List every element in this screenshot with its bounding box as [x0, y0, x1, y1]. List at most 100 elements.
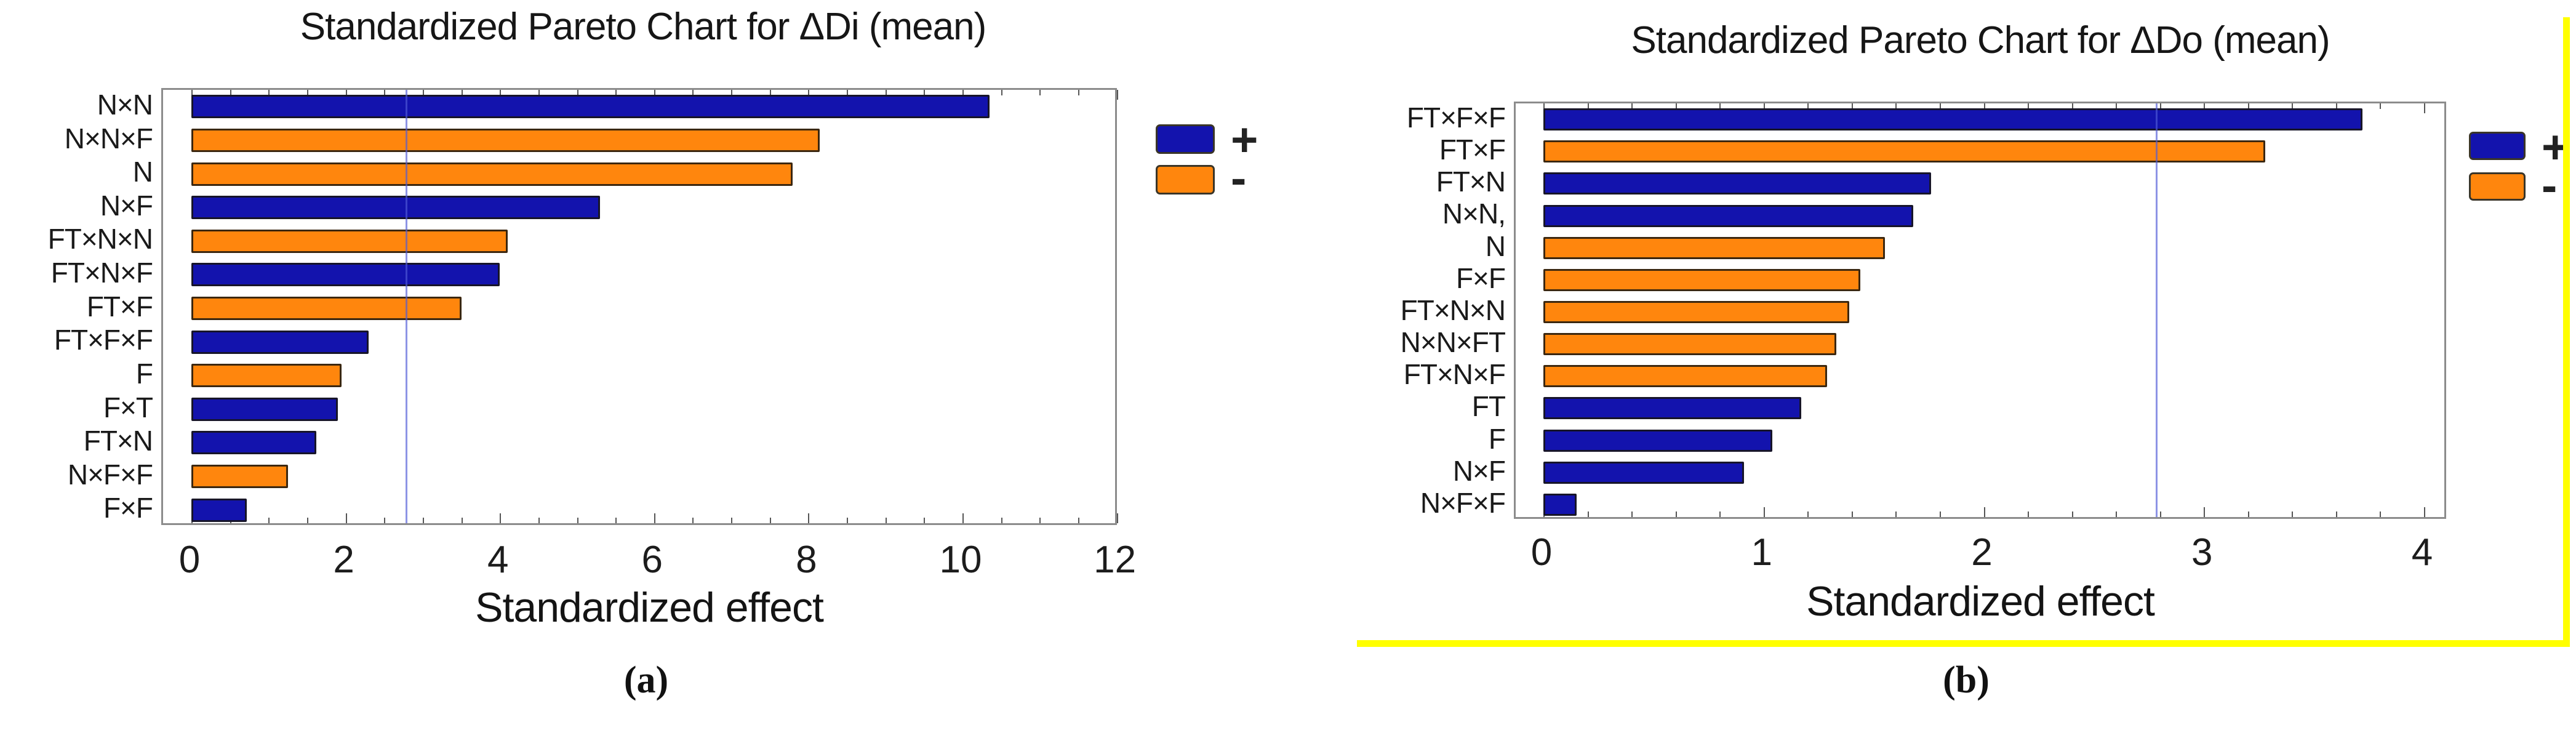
category-label: FT×N×F [50, 257, 153, 289]
bar-FT×N×N [1543, 301, 1850, 323]
axis-tick [500, 90, 502, 100]
axis-tick [654, 513, 655, 523]
axis-tick [1116, 513, 1118, 523]
bar-F×T [191, 397, 338, 421]
axis-tick [461, 518, 463, 523]
category-label: N [132, 156, 153, 188]
category-label: F×F [1455, 262, 1506, 294]
category-label: N×F [100, 189, 153, 222]
axis-tick [2071, 103, 2073, 109]
axis-tick [731, 518, 733, 523]
x-tick-label: 0 [1530, 531, 1553, 574]
axis-tick [1675, 511, 1677, 517]
bar-N×F×F [191, 465, 288, 489]
axis-tick [924, 518, 926, 523]
category-label: FT×F×F [54, 324, 153, 356]
bar-F [1543, 429, 1773, 452]
axis-tick [384, 518, 386, 523]
x-tick-label: 2 [1971, 531, 1993, 574]
axis-tick [1895, 103, 1897, 109]
axis-tick [2292, 103, 2294, 109]
axis-tick [2159, 511, 2161, 517]
bar-F×F [1543, 268, 1861, 291]
bar-FT×F [191, 297, 462, 320]
axis-tick [1851, 103, 1853, 109]
axis-tick [692, 90, 694, 95]
axis-tick [500, 513, 502, 523]
category-label: FT×F×F [1406, 102, 1506, 134]
axis-tick [2335, 511, 2337, 517]
axis-tick [384, 90, 386, 95]
plot-area-b [1514, 102, 2446, 519]
bar-N×F [191, 196, 601, 220]
axis-tick [577, 90, 578, 95]
category-label: FT×N [83, 425, 153, 457]
axis-tick [268, 518, 270, 523]
axis-tick [962, 90, 964, 100]
subfigure-caption-b: (b) [1943, 659, 1990, 701]
bar-F×F [191, 498, 247, 522]
x-tick-label: 4 [2411, 531, 2433, 574]
axis-tick [1851, 511, 1853, 517]
bar-N×N, [1543, 204, 1914, 227]
bar-N×N×FT [1543, 333, 1836, 356]
bar-N×F×F [1543, 493, 1577, 516]
axis-tick [2028, 511, 2030, 517]
axis-tick [808, 513, 810, 523]
bar-N×F [1543, 461, 1744, 484]
axis-tick [1078, 90, 1079, 95]
axis-tick [2204, 103, 2206, 113]
x-axis-title-a: Standardized effect [475, 584, 824, 631]
axis-tick [1675, 103, 1677, 109]
axis-tick [2380, 103, 2382, 109]
axis-tick [2247, 103, 2249, 109]
axis-tick [268, 90, 270, 95]
axis-tick [2292, 511, 2294, 517]
axis-tick [1039, 90, 1041, 95]
bar-FT×F×F [1543, 108, 2362, 131]
category-label: FT [1471, 390, 1506, 423]
x-tick-label: 2 [333, 539, 354, 581]
chart-title-b: Standardized Pareto Chart for ΔDo (mean) [1631, 19, 2330, 62]
axis-tick [538, 518, 540, 523]
category-label: FT×N [1436, 166, 1506, 198]
category-label: N×F [1452, 454, 1506, 487]
legend-positive-label-a: + [1231, 114, 1258, 166]
axis-tick [2159, 103, 2161, 109]
axis-tick [306, 518, 308, 523]
x-tick-label: 0 [178, 539, 201, 581]
axis-tick [422, 90, 424, 95]
x-tick-label: 4 [487, 539, 509, 581]
significance-reference-line [2155, 103, 2158, 517]
bar-F [191, 364, 342, 388]
axis-tick [306, 90, 308, 95]
bar-N [191, 162, 793, 186]
axis-tick [345, 513, 347, 523]
axis-tick [2424, 103, 2425, 113]
axis-tick [422, 518, 424, 523]
axis-tick [847, 518, 849, 523]
category-label: N×N, [1442, 198, 1506, 230]
axis-tick [1763, 507, 1765, 517]
axis-tick [654, 90, 655, 100]
bar-FT×F×F [191, 330, 369, 354]
bar-N×N [191, 95, 990, 119]
x-tick-label: 10 [939, 539, 982, 581]
axis-tick [2071, 511, 2073, 517]
category-label: F×T [103, 391, 153, 423]
axis-tick [461, 90, 463, 95]
category-label: N [1485, 230, 1506, 262]
axis-tick [2424, 507, 2425, 517]
bar-FT×N×F [1543, 365, 1828, 388]
axis-tick [2116, 511, 2118, 517]
axis-tick [538, 90, 540, 95]
axis-tick [2335, 103, 2337, 109]
bar-FT×N [1543, 172, 1931, 195]
axis-tick [1763, 103, 1765, 113]
axis-tick [769, 518, 771, 523]
legend-negative-label-b: - [2542, 159, 2558, 212]
category-label: N×F×F [1420, 486, 1506, 519]
plot-area-a [161, 88, 1118, 525]
bar-FT×N×N [191, 229, 508, 253]
axis-tick [2204, 507, 2206, 517]
